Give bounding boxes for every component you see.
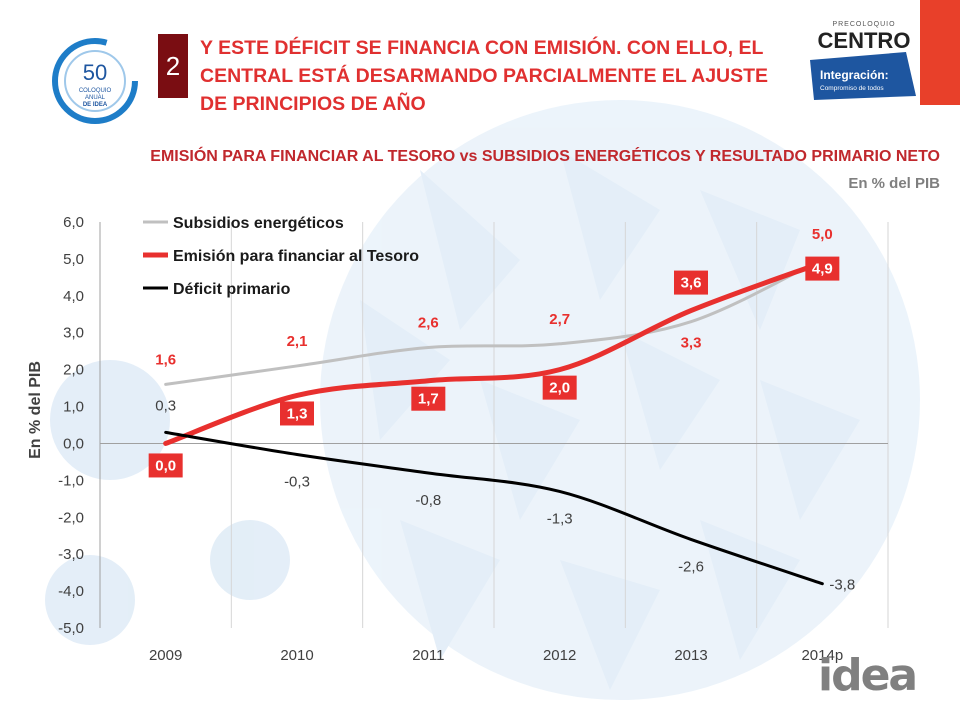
subsidios-data-label: 2,7: [549, 311, 570, 328]
y-tick-label: 1,0: [63, 399, 84, 416]
slide-headline: Y ESTE DÉFICIT SE FINANCIA CON EMISIÓN. …: [200, 37, 769, 115]
svg-text:COLOQUIO: COLOQUIO: [79, 88, 112, 94]
svg-text:PRECOLOQUIO: PRECOLOQUIO: [832, 21, 895, 28]
svg-text:Compromiso de todos: Compromiso de todos: [820, 85, 884, 92]
emision-data-label: 2,0: [549, 380, 570, 397]
series-subsidios-line: [164, 257, 824, 386]
legend-label: Déficit primario: [173, 281, 291, 298]
emision-label-box: [674, 270, 708, 295]
deficit-data-label: -1,3: [547, 510, 573, 527]
legend-label: Emisión para financiar al Tesoro: [173, 248, 419, 265]
svg-text:Integración:: Integración:: [820, 68, 889, 82]
x-tick-label: 2009: [149, 647, 182, 664]
emision-label-box: [805, 256, 840, 281]
emision-data-label: 4,9: [812, 261, 833, 278]
coloquio-logo: 50 COLOQUIO ANUAL DE IDEA: [50, 36, 150, 126]
x-tick-label: 2014p: [801, 647, 843, 664]
x-tick-label: 2010: [280, 647, 313, 664]
slide-number: 2: [158, 34, 188, 98]
svg-text:CENTRO: CENTRO: [818, 28, 911, 53]
idea-logo: idea: [818, 650, 918, 701]
x-tick-label: 2011: [412, 647, 444, 664]
emision-label-box: [542, 375, 577, 400]
subsidios-data-label: 1,6: [155, 351, 176, 368]
logo-number: 50: [83, 60, 107, 85]
emision-label-box: [280, 401, 314, 426]
deficit-data-label: -3,8: [829, 577, 855, 594]
emision-data-label: 3,6: [681, 275, 702, 292]
y-tick-label: -3,0: [58, 546, 84, 563]
y-tick-label: -2,0: [58, 509, 84, 526]
x-tick-label: 2013: [674, 647, 707, 664]
svg-text:DE IDEA: DE IDEA: [83, 102, 108, 108]
series-deficit-line: [164, 430, 824, 586]
y-axis-label: En % del PIB: [27, 361, 44, 459]
emision-label-box: [148, 453, 183, 478]
y-tick-label: -5,0: [58, 620, 84, 637]
deficit-data-label: -2,6: [678, 558, 704, 575]
y-tick-label: 4,0: [63, 288, 84, 305]
brand-strip: [920, 0, 960, 105]
subsidios-data-label: 3,3: [681, 335, 702, 352]
deficit-data-label: -0,3: [284, 474, 310, 491]
chart-title: EMISIÓN PARA FINANCIAR AL TESORO vs SUBS…: [150, 148, 940, 165]
y-tick-label: 2,0: [63, 362, 84, 379]
chart-subtitle: En % del PIB: [848, 175, 940, 192]
deficit-data-label: 0,3: [155, 397, 176, 414]
subsidios-data-label: 2,1: [287, 333, 308, 350]
precoloquio-logo: PRECOLOQUIO CENTRO Integración: Compromi…: [808, 16, 920, 100]
y-tick-label: 0,0: [63, 435, 84, 452]
y-tick-label: 5,0: [63, 251, 84, 268]
emision-data-label: 0,0: [155, 457, 176, 474]
legend-label: Subsidios energéticos: [173, 215, 344, 232]
series-emision-line: [163, 260, 825, 446]
emision-data-label: 1,7: [418, 391, 439, 408]
emision-label-box: [411, 386, 446, 411]
y-tick-label: 3,0: [63, 325, 84, 342]
subsidios-data-label: 2,6: [418, 314, 439, 331]
deficit-data-label: -0,8: [415, 492, 441, 509]
x-tick-label: 2012: [543, 647, 576, 664]
subsidios-data-label: 5,0: [812, 226, 833, 243]
y-tick-label: -4,0: [58, 583, 84, 600]
y-tick-label: 6,0: [63, 214, 84, 231]
svg-text:ANUAL: ANUAL: [85, 95, 106, 101]
y-tick-label: -1,0: [58, 472, 84, 489]
emision-data-label: 1,3: [287, 405, 308, 422]
